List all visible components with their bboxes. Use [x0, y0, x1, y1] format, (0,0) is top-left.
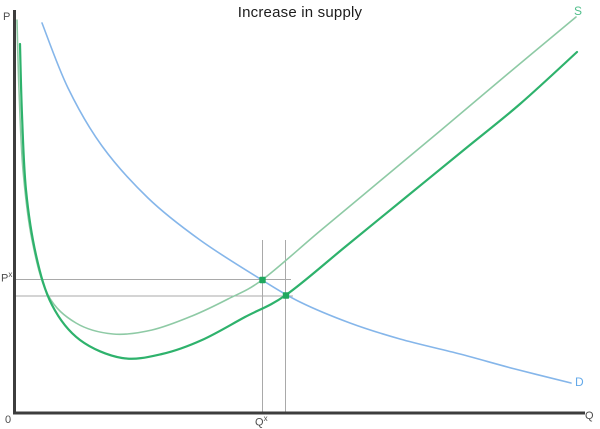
x-axis-label: Q	[585, 410, 594, 422]
equilibrium-quantity-label-base: Q	[255, 416, 264, 429]
demand-curve-label: D	[575, 375, 584, 389]
supply-new-curve	[18, 42, 579, 360]
origin-label: 0	[5, 414, 12, 426]
equilibrium-price-label-sup: x	[8, 270, 13, 279]
equilibrium-point-marker	[259, 276, 266, 284]
supply-curve-label: S	[574, 4, 583, 18]
equilibrium-price-label-base: P	[1, 272, 9, 285]
demand-curve	[41, 22, 572, 384]
equilibrium-point-marker	[282, 292, 290, 299]
chart-title: Increase in supply	[237, 4, 363, 21]
y-axis-label: P	[3, 11, 11, 23]
equilibrium-price-label: Px	[1, 271, 12, 285]
equilibrium-quantity-label-sup: x	[263, 414, 268, 423]
equilibrium-quantity-label: Qx	[255, 415, 268, 429]
